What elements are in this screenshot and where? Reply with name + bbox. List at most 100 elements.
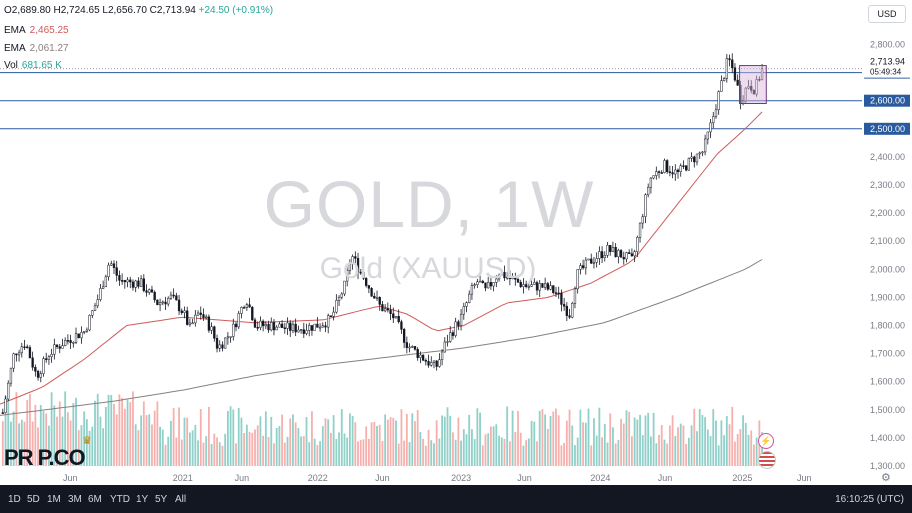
volume-bar: [674, 436, 677, 466]
candle-body: [115, 267, 118, 276]
candle-body: [595, 258, 598, 263]
candle-body: [224, 337, 227, 349]
volume-bar: [226, 411, 229, 466]
indicator-ema-fast[interactable]: EMA 2,465.25: [4, 25, 69, 36]
candle-body: [199, 312, 202, 315]
volume-bar: [140, 415, 143, 466]
volume-bar: [134, 424, 137, 466]
candle-body: [497, 274, 501, 280]
volume-bar: [549, 415, 552, 466]
volume-bar: [178, 407, 180, 466]
volume-bar: [622, 423, 625, 466]
volume-bar: [213, 433, 216, 466]
candle-body: [15, 353, 18, 356]
candle-body: [93, 305, 97, 311]
candle-body: [85, 329, 89, 332]
volume-bar: [275, 427, 278, 466]
clock: 16:10:25 (UTC): [835, 494, 904, 505]
volume-bar: [83, 411, 86, 466]
volume-bar: [354, 422, 357, 466]
candle-body: [137, 280, 140, 287]
guide-lines: [0, 68, 862, 130]
volume-bar: [45, 413, 48, 466]
volume-bar: [392, 417, 395, 466]
candle-body: [473, 284, 476, 286]
candle-body: [362, 271, 365, 279]
candle-body: [402, 329, 406, 343]
volume-bar: [365, 426, 368, 466]
candle-body: [272, 322, 276, 331]
volume-bar: [349, 413, 351, 466]
gear-icon[interactable]: ⚙: [881, 472, 891, 484]
volume-bar: [370, 422, 373, 466]
range-1y[interactable]: 1Y: [136, 494, 149, 505]
volume-bar: [706, 429, 709, 466]
range-1m[interactable]: 1M: [47, 494, 61, 505]
range-5y[interactable]: 5Y: [155, 494, 168, 505]
range-3m[interactable]: 3M: [68, 494, 82, 505]
candle-body: [378, 297, 381, 305]
candle-body: [478, 280, 482, 283]
range-1d[interactable]: 1D: [8, 494, 21, 505]
volume-bar: [330, 432, 332, 466]
candle-body: [489, 282, 493, 287]
volume-bar: [210, 443, 213, 466]
candle-body: [28, 347, 32, 359]
candle-body: [375, 297, 379, 299]
candle-body: [177, 299, 181, 312]
candle-body: [560, 292, 563, 305]
range-ytd[interactable]: YTD: [110, 494, 130, 505]
candle-body: [500, 272, 503, 276]
volume-bar: [262, 435, 265, 466]
candle-body: [695, 153, 699, 163]
candle-body: [180, 310, 183, 313]
currency-selector[interactable]: USD: [868, 5, 906, 23]
candle-body: [421, 354, 425, 361]
candle-body: [36, 371, 40, 378]
candle-body: [45, 358, 48, 360]
candle-body: [514, 277, 517, 280]
us-flag-icon[interactable]: [758, 451, 776, 469]
volume-bar: [753, 444, 755, 466]
candle-body: [443, 341, 446, 353]
volume-bar: [530, 420, 533, 466]
volume-bar: [598, 407, 601, 466]
range-5d[interactable]: 5D: [27, 494, 40, 505]
candle-body: [581, 265, 585, 269]
indicator-ema-slow[interactable]: EMA 2,061.27: [4, 43, 69, 54]
range-6m[interactable]: 6M: [88, 494, 102, 505]
candle-body: [359, 271, 362, 274]
range-box-rect: [739, 65, 767, 105]
volume-bar: [64, 391, 67, 466]
volume-bar: [644, 415, 647, 466]
volume-bar: [498, 435, 500, 466]
volume-bar: [85, 419, 88, 466]
candle-body: [253, 319, 257, 328]
volume-bar: [34, 404, 37, 466]
candle-body: [351, 256, 354, 265]
volume-bar: [172, 408, 175, 466]
candle-body: [506, 276, 509, 279]
indicator-volume[interactable]: Vol 681.65 K: [4, 60, 62, 71]
candle-body: [310, 325, 314, 331]
ohlc-readout: O2,689.80 H2,724.65 L2,656.70 C2,713.94 …: [4, 5, 273, 16]
lightning-icon[interactable]: ⚡: [758, 433, 774, 449]
volume-bar: [267, 437, 270, 466]
volume-bar: [332, 415, 335, 466]
candle-body: [242, 307, 246, 309]
candle-body: [91, 310, 94, 316]
range-all[interactable]: All: [175, 494, 187, 505]
volume-bar: [701, 415, 704, 466]
volume-bar: [153, 410, 156, 466]
level-label-2600-bg: [864, 94, 910, 107]
volume-bar: [248, 431, 251, 466]
candle-body: [270, 322, 273, 331]
candle-body: [218, 344, 221, 349]
volume-bar: [742, 415, 744, 466]
candle-body: [175, 295, 178, 301]
candle-body: [676, 169, 680, 173]
candles: [1, 53, 764, 414]
candle-body: [88, 315, 91, 331]
candle-body: [714, 109, 718, 117]
